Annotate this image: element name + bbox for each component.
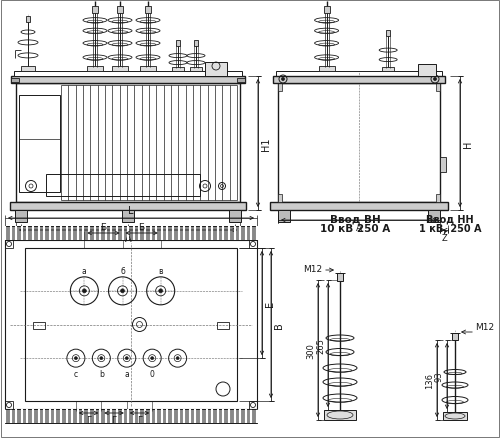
Bar [46,175,200,197]
Bar [278,194,282,202]
Bar [25,248,237,401]
Bar [249,240,257,248]
Text: в: в [158,266,163,275]
Bar [452,333,458,340]
Text: 300: 300 [306,342,315,358]
Text: а: а [82,266,86,275]
Text: б: б [120,266,125,275]
Bar [194,41,198,47]
Bar [217,322,229,329]
Text: с: с [74,369,78,378]
Bar [190,68,202,72]
Bar [382,68,394,72]
Text: Г: Г [112,415,116,424]
Bar [112,67,128,72]
Bar [26,17,30,23]
Text: а: а [124,369,129,378]
Text: 265: 265 [316,337,325,353]
Bar [92,7,98,14]
Text: Б: Б [138,223,144,231]
Bar [176,41,180,47]
Circle shape [82,289,86,293]
Bar [5,240,257,409]
Bar [418,65,436,77]
Text: Е: Е [265,300,275,307]
Circle shape [176,357,179,360]
Bar [229,211,241,223]
Bar [278,84,440,202]
Bar [122,211,134,223]
Bar [140,67,156,72]
Bar [386,31,390,37]
Text: 93: 93 [435,371,444,381]
Text: Z: Z [441,233,447,243]
Text: 10 кВ 250 А: 10 кВ 250 А [320,223,390,233]
Text: Г: Г [86,415,91,424]
Bar [436,194,440,202]
Text: 136: 136 [425,372,434,388]
Bar [324,7,330,14]
Text: L: L [128,205,134,215]
Bar [337,273,343,281]
Text: b: b [99,369,104,378]
Circle shape [158,289,162,293]
Bar [15,211,27,223]
Bar [278,84,282,92]
Text: 1 кВ, 250 А: 1 кВ, 250 А [419,223,481,233]
Bar [249,401,257,409]
Bar [5,409,257,423]
Text: Ввод НН: Ввод НН [426,213,474,223]
Bar [278,211,290,223]
Bar [443,412,467,420]
Text: М12: М12 [303,264,322,273]
Bar [270,202,448,211]
Bar [16,84,240,202]
Circle shape [120,289,124,293]
Text: Г: Г [137,415,142,424]
Circle shape [74,357,78,360]
Circle shape [100,357,103,360]
Bar [10,202,246,211]
Text: М12: М12 [475,322,494,331]
Bar [440,158,446,173]
Bar [145,7,151,14]
Circle shape [126,357,128,360]
Bar [21,67,35,72]
Bar [205,63,227,77]
Bar [237,79,245,83]
Bar [14,72,242,77]
Text: В: В [274,321,284,328]
Bar [436,84,440,92]
Bar [5,226,257,240]
Bar [318,67,334,72]
Text: Ввод ВН: Ввод ВН [330,213,380,223]
Bar [5,401,13,409]
Bar [428,211,440,223]
Text: Н1: Н1 [261,137,271,150]
Bar [33,322,45,329]
Bar [117,7,123,14]
Bar [87,67,103,72]
Bar [172,68,184,72]
Bar [19,96,60,193]
Text: А: А [124,233,132,244]
Circle shape [434,78,436,81]
Text: А: А [356,223,362,233]
Bar [11,77,245,84]
Bar [324,410,356,420]
Bar [276,72,442,77]
Bar [11,79,19,83]
Bar [5,240,13,248]
Text: Н: Н [463,140,473,147]
Circle shape [150,357,154,360]
Text: Б: Б [100,223,106,231]
Circle shape [282,78,284,81]
Text: 0: 0 [150,369,154,378]
Bar [273,77,445,84]
